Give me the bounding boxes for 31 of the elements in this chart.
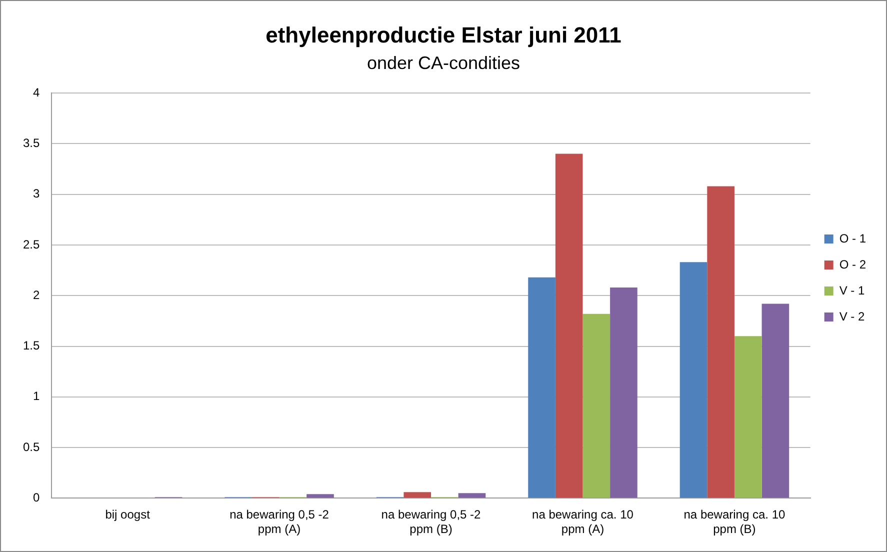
bar <box>707 186 734 498</box>
x-tick-label: na bewaring 0,5 -2 ppm (A) <box>230 508 330 536</box>
y-tick-label: 3 <box>32 186 40 201</box>
bar <box>528 277 556 498</box>
chart-title: ethyleenproductie Elstar juni 2011 <box>266 22 622 48</box>
bar <box>582 314 610 498</box>
legend-label: V - 2 <box>839 309 865 324</box>
bar <box>404 492 432 498</box>
bar <box>555 154 583 498</box>
bar <box>306 494 334 498</box>
y-tick-label: 1.5 <box>22 338 40 353</box>
legend-label: O - 2 <box>839 257 866 272</box>
y-tick-label: 3.5 <box>22 136 40 150</box>
legend-label: V - 1 <box>839 283 865 298</box>
y-tick-label: 0 <box>32 490 40 505</box>
bar <box>680 262 708 498</box>
y-tick-label: 4 <box>32 85 40 100</box>
y-tick-label: 0.5 <box>22 440 40 454</box>
chart-subtitle: onder CA-condities <box>366 53 520 74</box>
x-tick-label: na bewaring ca. 10 ppm (A) <box>532 508 634 536</box>
legend-label: O - 1 <box>839 231 866 246</box>
bar <box>610 287 638 498</box>
x-tick-label: na bewaring 0,5 -2 ppm (B) <box>381 508 482 536</box>
bar <box>458 493 486 498</box>
y-tick-label: 2.5 <box>22 237 40 252</box>
bar <box>762 304 790 498</box>
bar <box>734 336 762 498</box>
x-tick-label: bij oogst <box>105 508 151 522</box>
y-tick-label: 1 <box>32 389 40 404</box>
x-tick-label: na bewaring ca. 10 ppm (B) <box>684 508 786 536</box>
y-tick-label: 2 <box>32 288 40 302</box>
